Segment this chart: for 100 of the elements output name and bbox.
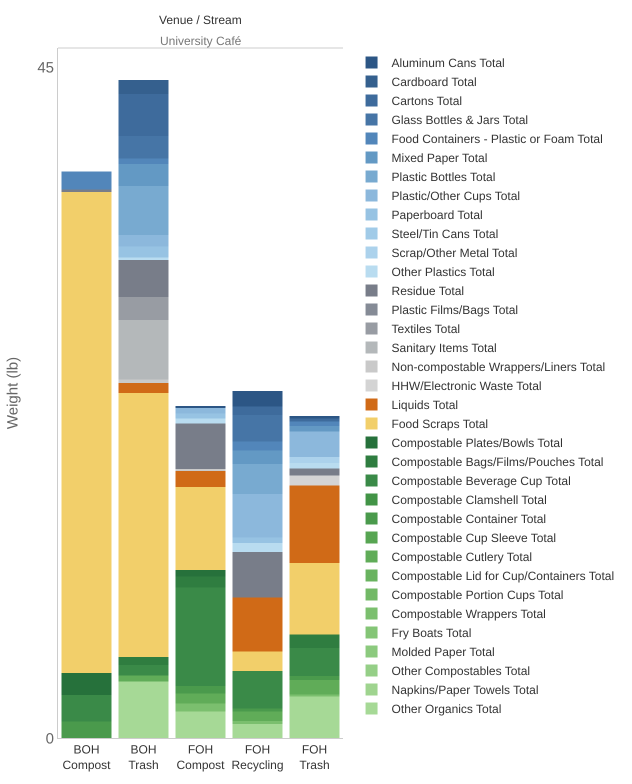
bar [289,416,340,418]
legend-label: Compostable Clamshell Total [392,493,547,508]
bar [118,164,169,186]
legend-label: Compostable Container Total [392,512,546,526]
y-tick-label: 45 [37,60,54,77]
legend-label: Scrap/Other Metal Total [392,246,518,260]
bar [232,724,283,738]
y-tick-label: 0 [46,730,54,748]
bar [175,587,226,686]
bar [118,158,169,164]
bar [118,675,169,682]
bar [289,676,340,680]
bar [289,476,340,486]
chart-title: Venue / Stream [159,13,242,27]
bar [175,487,226,570]
legend-label: Sanitary Items Total [392,341,497,356]
bar [289,432,340,458]
bar [289,648,340,676]
bar [61,172,112,190]
legend-label: Other Organics Total [392,702,502,716]
legend-label: HHW/Electronic Waste Total [392,379,542,394]
legend-label: Cartons Total [392,94,462,108]
legend-label: Plastic Bottles Total [392,170,496,184]
legend-label: Napkins/Paper Towels Total [392,683,539,698]
y-axis-title: Weight (lb) [4,356,22,430]
legend-label: Compostable Plates/Bowls Total [392,436,563,450]
bar [61,694,112,722]
legend-label: Compostable Cutlery Total [392,550,532,564]
legend-label: Plastic Films/Bags Total [392,303,518,318]
legend-label: Paperboard Total [392,208,483,222]
x-tick-label: FOH Compost [176,742,226,772]
bar [118,186,169,236]
bar [289,426,340,432]
legend-label: Residue Total [392,284,464,298]
legend-label: Glass Bottles & Jars Total [392,113,528,128]
legend-label: Cardboard Total [392,75,477,90]
legend-label: Other Compostables Total [392,664,530,678]
x-tick-label: FOH Trash [299,742,330,772]
bar [232,450,283,464]
bar [118,380,169,384]
bar [289,457,340,464]
bar [232,543,283,552]
bar [118,320,169,380]
legend-label: Molded Paper Total [392,645,495,660]
bar [61,673,112,695]
bar [232,597,283,652]
bar [175,703,226,712]
bar [118,383,169,393]
legend-label: Fry Boats Total [392,626,472,640]
legend-label: Textiles Total [392,322,460,336]
bar [118,664,169,676]
legend-label: Food Scraps Total [392,417,488,432]
legend-label: Other Plastics Total [392,265,495,280]
legend-label: Mixed Paper Total [392,151,488,166]
bar [61,192,112,674]
bar [289,486,340,564]
bar [232,390,283,406]
bar [289,696,340,738]
bar [118,260,169,298]
legend-label: Compostable Wrappers Total [392,607,546,622]
bar [61,722,112,738]
bar [289,463,340,469]
bar [232,671,283,708]
bar [232,651,283,672]
bar [175,686,226,694]
bar [118,681,169,738]
bar [232,720,283,724]
bar [175,470,226,488]
bar [289,634,340,648]
bar [289,680,340,694]
bar [118,297,169,320]
bar [289,468,340,476]
legend-label: Liquids Total [392,398,458,412]
legend-label: Aluminum Cans Total [392,56,505,70]
chart-subtitle: University Café [160,34,242,48]
bar [175,424,226,469]
x-tick-label: FOH Recycling [231,742,284,772]
bar [118,80,169,94]
bar [289,422,340,426]
bar [118,656,169,665]
bar [232,552,283,598]
legend-label: Compostable Lid for Cup/Containers Total [392,569,614,584]
x-tick-label: BOH Compost [62,742,112,772]
legend-label: Compostable Portion Cups Total [392,588,564,602]
legend-label: Plastic/Other Cups Total [392,189,520,204]
bar [118,393,169,657]
bar [289,563,340,635]
legend-label: Steel/Tin Cans Total [392,227,498,242]
bar [232,464,283,494]
legend-label: Compostable Beverage Cup Total [392,474,571,488]
bar [175,418,226,424]
legend-label: Compostable Bags/Films/Pouches Total [392,455,604,470]
x-tick-label: BOH Trash [128,742,159,772]
bar [289,418,340,422]
legend-label: Compostable Cup Sleeve Total [392,531,556,546]
bar [232,442,283,450]
bar [232,712,283,721]
bar [232,708,283,712]
bar [175,693,226,704]
bar [175,711,226,738]
